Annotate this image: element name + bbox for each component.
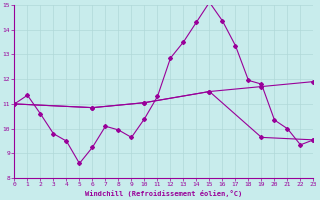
X-axis label: Windchill (Refroidissement éolien,°C): Windchill (Refroidissement éolien,°C): [85, 190, 243, 197]
